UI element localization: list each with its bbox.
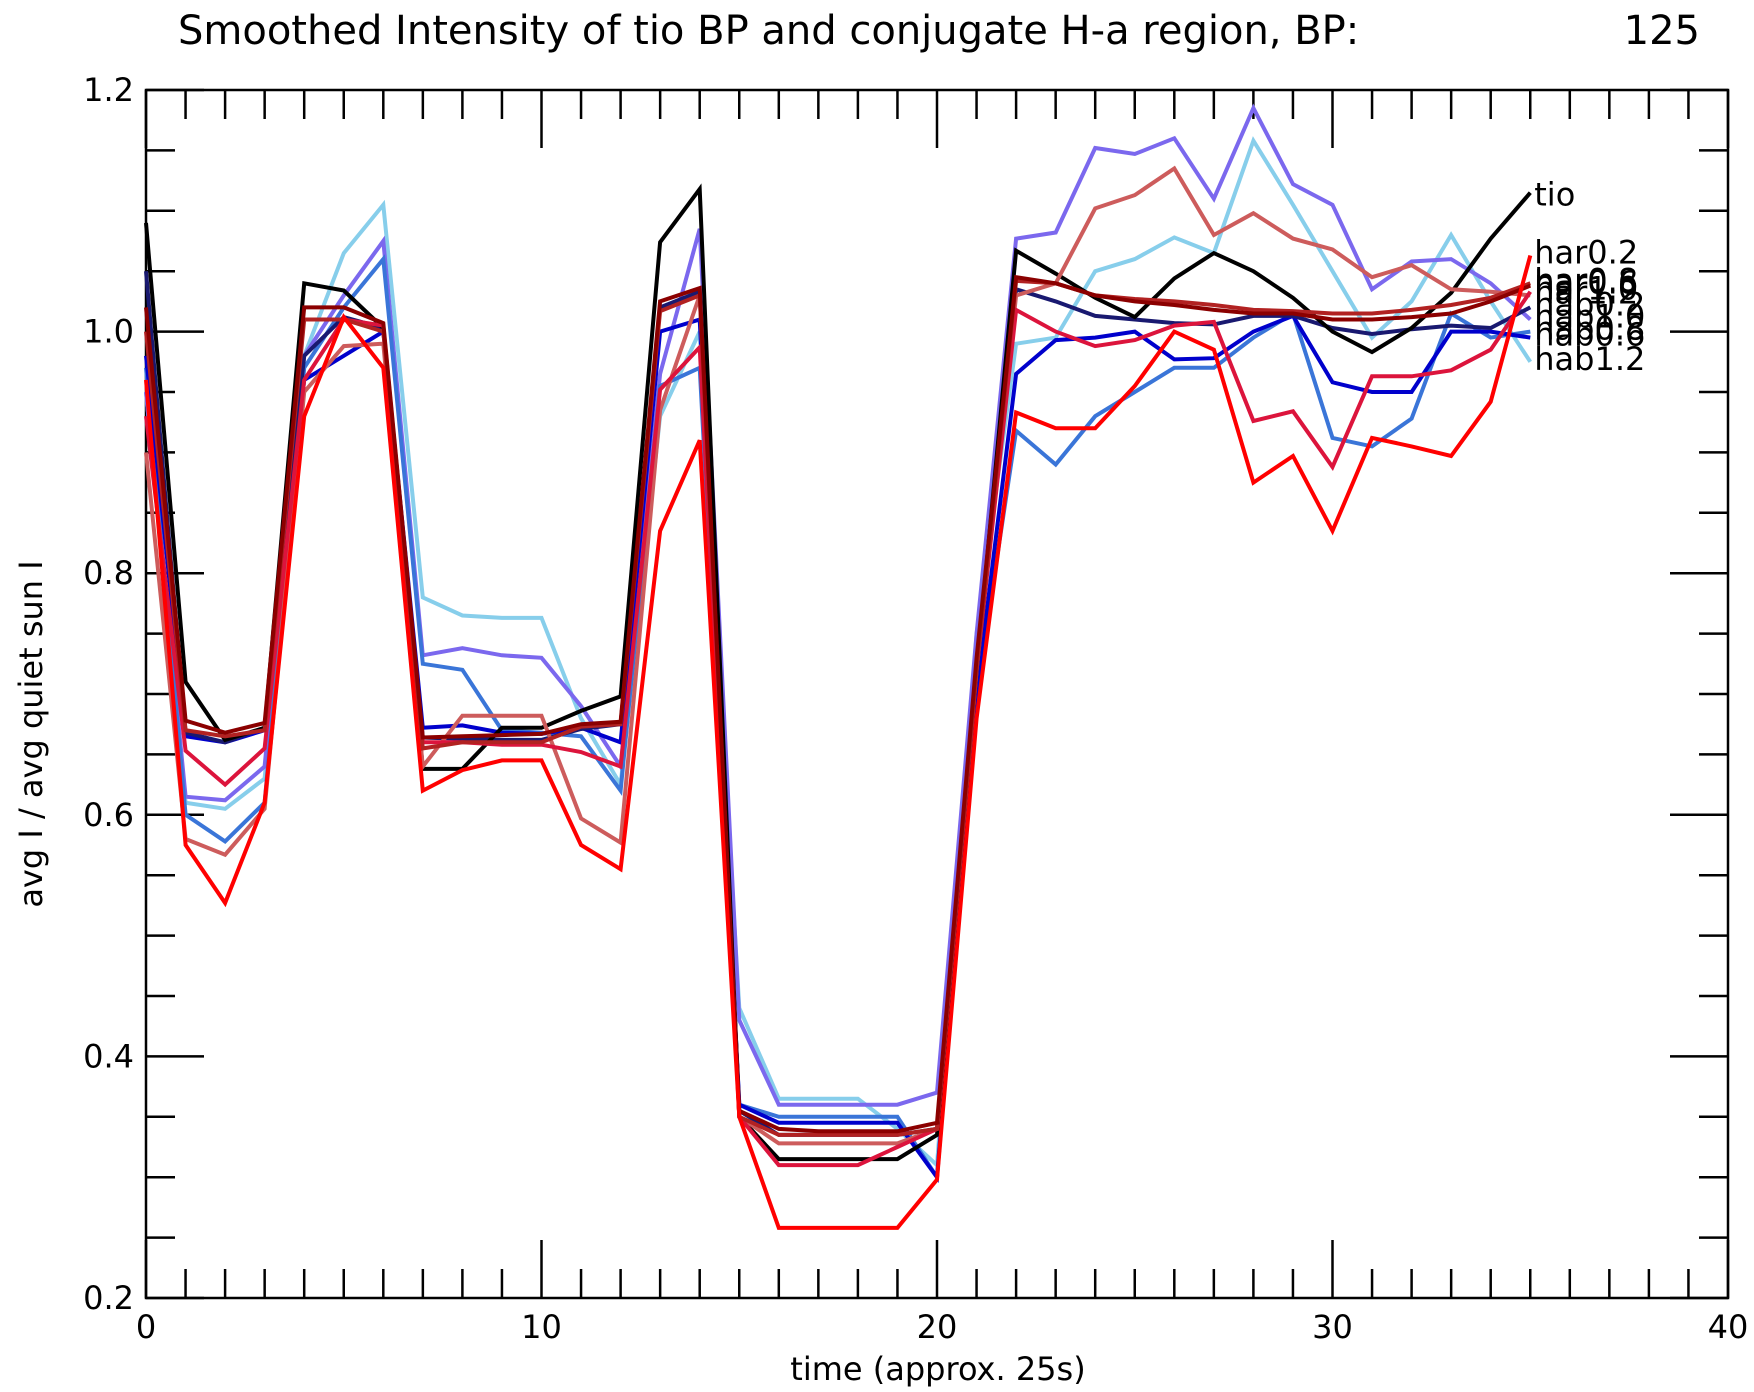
x-tick-label: 40	[1708, 1308, 1749, 1346]
chart-title-bp-value: 125	[1624, 8, 1700, 54]
y-axis-label: avg I / avg quiet sun I	[12, 560, 50, 907]
series-line-har1-0	[144, 290, 1532, 1168]
series-end-label: har0.2	[1534, 233, 1638, 271]
series-line-hab1-2	[144, 136, 1532, 1170]
series-end-label: har0.8	[1534, 261, 1638, 299]
series-end-label: hab0.2	[1534, 285, 1645, 323]
x-tick-label: 10	[521, 1308, 562, 1346]
x-tick-label: 20	[917, 1308, 958, 1346]
y-tick-label: 0.8	[83, 554, 134, 592]
series-line-hab0-8	[144, 254, 1531, 1184]
series-lines	[144, 103, 1533, 1230]
x-axis-ticks: 0 10 20 30 40	[136, 90, 1749, 1346]
y-tick-label: 0.4	[83, 1037, 134, 1075]
series-end-label: hab1.2	[1534, 340, 1645, 378]
y-tick-label: 1.2	[83, 71, 134, 109]
y-tick-label: 0.6	[83, 796, 134, 834]
series-line-har0-6	[144, 274, 1532, 1134]
series-line-har1-2	[144, 165, 1531, 1146]
series-end-label: hab1.0	[1534, 298, 1645, 336]
series-line-hab0-6	[144, 313, 1531, 1183]
series-end-label: hab0.6	[1534, 316, 1645, 354]
chart-title: Smoothed Intensity of tio BP and conjuga…	[178, 8, 1359, 54]
series-end-label: tio	[1534, 176, 1575, 214]
series-end-label: har1.0	[1534, 270, 1638, 308]
y-tick-label: 1.0	[83, 313, 134, 351]
series-line-har0-2	[144, 254, 1533, 1230]
series-line-har0-8	[144, 278, 1531, 1137]
series-end-label: har1.2	[1534, 273, 1638, 311]
series-end-label: har0.6	[1534, 264, 1638, 302]
y-axis-ticks: 0.2 0.4 0.6 0.8 1.0 1.2	[83, 71, 1728, 1317]
y-tick-label: 0.2	[83, 1279, 134, 1317]
x-axis-label: time (approx. 25s)	[790, 1350, 1085, 1388]
series-end-label: hab0.8	[1534, 310, 1645, 348]
x-tick-label: 0	[136, 1308, 156, 1346]
series-end-labels: tiohar0.6har0.8har1.0har1.2hab0.2hab1.2h…	[1534, 176, 1645, 378]
x-tick-label: 30	[1312, 1308, 1353, 1346]
series-line-tio	[144, 183, 1532, 1162]
series-line-hab1-0	[144, 103, 1532, 1107]
